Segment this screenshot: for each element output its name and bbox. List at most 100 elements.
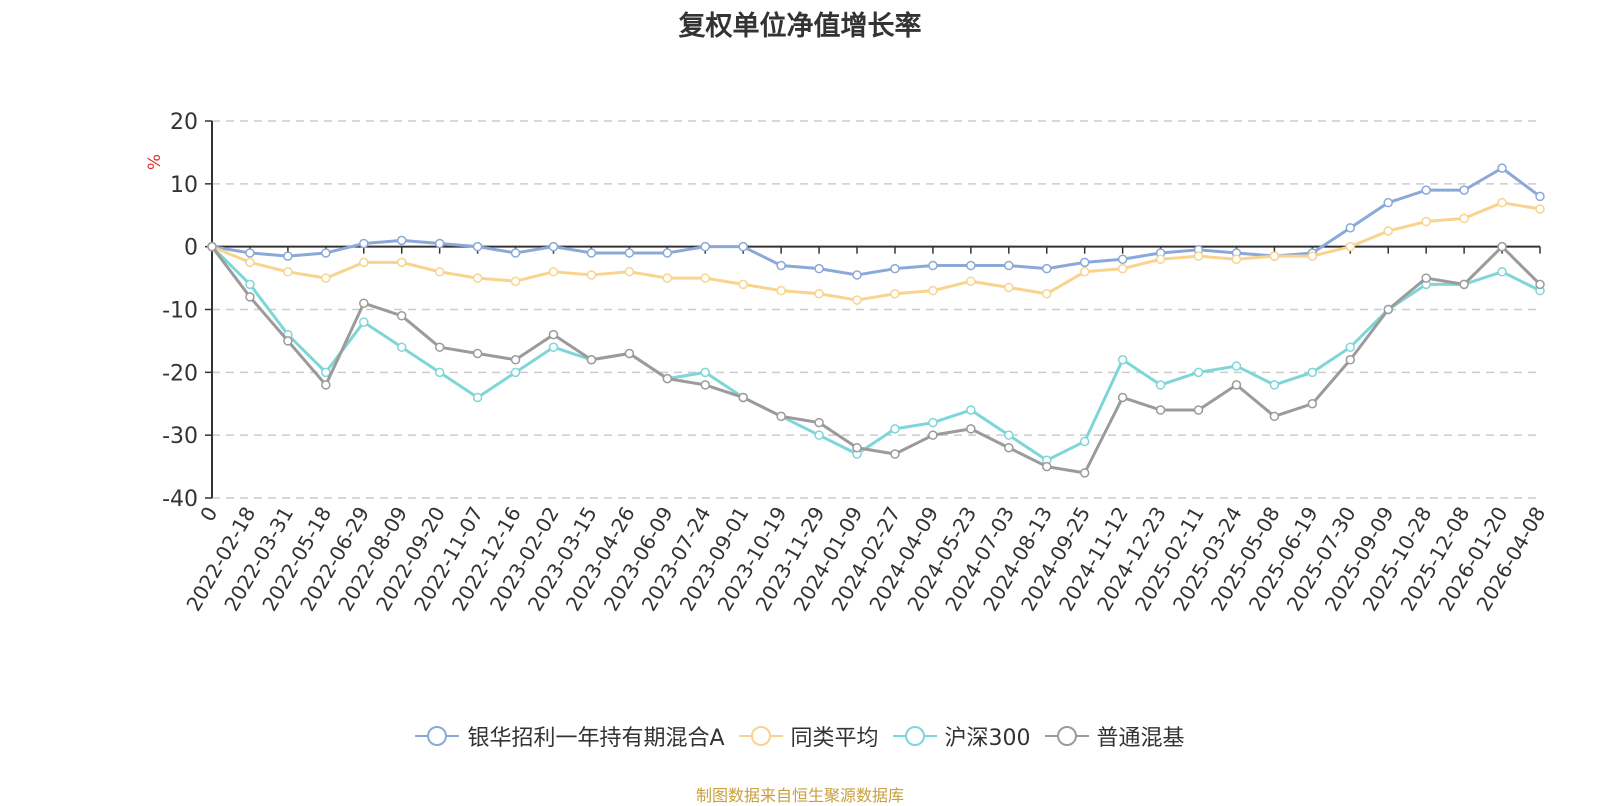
legend-item[interactable]: 同类平均 <box>738 720 879 752</box>
data-point <box>1383 226 1393 236</box>
data-point <box>548 329 559 340</box>
data-point <box>1231 361 1242 371</box>
data-point <box>1117 254 1128 264</box>
data-point <box>396 235 407 246</box>
data-point <box>321 273 331 283</box>
data-point <box>1041 461 1052 472</box>
data-point <box>1497 163 1507 173</box>
legend-item[interactable]: 沪深300 <box>892 720 1031 752</box>
legend-line-circle-icon <box>892 726 937 746</box>
data-point <box>1117 392 1128 403</box>
legend-label: 普通混基 <box>1096 726 1185 751</box>
data-point <box>814 430 824 440</box>
data-point <box>548 241 559 252</box>
y-tick-label: -20 <box>162 361 198 386</box>
data-point <box>852 442 862 453</box>
data-point <box>359 317 369 327</box>
data-point <box>1004 260 1014 271</box>
data-point <box>245 257 255 268</box>
data-point <box>283 251 293 261</box>
data-point <box>890 449 900 459</box>
y-tick-label: 20 <box>170 110 198 135</box>
data-point <box>321 380 331 390</box>
data-point <box>510 276 521 286</box>
data-point <box>321 248 331 258</box>
data-point <box>814 263 824 274</box>
data-point <box>738 392 748 403</box>
data-point <box>1345 241 1356 252</box>
data-point <box>245 248 255 258</box>
data-point <box>700 241 711 252</box>
data-point <box>1421 216 1431 227</box>
data-point <box>1193 251 1204 261</box>
y-tick-label: -40 <box>162 487 198 512</box>
data-point <box>1117 263 1128 274</box>
series-1 <box>207 197 1545 305</box>
data-point <box>928 285 938 296</box>
data-point <box>586 270 597 280</box>
data-point <box>1269 251 1280 261</box>
data-point <box>359 238 369 249</box>
data-point <box>928 260 938 271</box>
series-line <box>211 201 1541 302</box>
data-point <box>1535 279 1545 290</box>
data-point <box>396 311 407 321</box>
data-point <box>1383 304 1393 315</box>
data-point <box>1497 241 1507 252</box>
series-lines <box>207 163 1545 478</box>
data-point <box>1231 380 1242 390</box>
data-point <box>890 289 900 299</box>
source-note: 制图数据来自恒生聚源数据库 <box>695 786 904 805</box>
data-point <box>1459 213 1469 224</box>
data-point <box>1079 267 1090 277</box>
data-point <box>548 267 559 277</box>
legend-item[interactable]: 普通混基 <box>1044 720 1185 752</box>
y-tick-label: -10 <box>162 299 198 324</box>
data-point <box>359 257 369 268</box>
data-point <box>890 263 900 274</box>
data-point <box>586 355 597 365</box>
legend-line-circle-icon <box>1044 726 1089 746</box>
grid-lines <box>212 120 1540 499</box>
data-point <box>966 260 976 271</box>
data-point <box>890 424 900 434</box>
data-point <box>1269 411 1280 422</box>
data-point <box>1345 355 1356 365</box>
data-point <box>1079 436 1090 447</box>
series-line <box>210 245 1541 462</box>
data-point <box>283 336 293 346</box>
data-point <box>662 273 673 283</box>
data-point <box>776 285 786 296</box>
data-point <box>510 355 521 365</box>
data-point <box>472 241 483 252</box>
data-point <box>814 417 824 428</box>
data-point <box>1004 430 1014 440</box>
data-point <box>434 367 445 378</box>
data-point <box>1459 185 1469 195</box>
data-point <box>1004 282 1014 293</box>
legend-line-circle-icon <box>415 726 460 746</box>
data-point <box>966 405 976 415</box>
y-axis-label: % <box>145 154 165 170</box>
data-point <box>1345 342 1356 352</box>
legend-item[interactable]: 银华招利一年持有期混合A <box>415 720 725 752</box>
data-point <box>1041 289 1052 299</box>
data-point <box>928 417 938 428</box>
data-point <box>928 430 938 440</box>
data-point <box>434 238 445 249</box>
x-tick-labels: 02022-02-182022-03-312022-05-182022-06-2… <box>181 502 1550 615</box>
data-point <box>283 267 293 277</box>
legend-label: 银华招利一年持有期混合A <box>467 726 725 751</box>
series-line <box>210 245 1542 475</box>
data-point <box>1345 223 1356 233</box>
legend: 银华招利一年持有期混合A 同类平均 沪深300 普通混基 <box>0 720 1600 752</box>
data-point <box>586 248 597 258</box>
x-tick-label: 0 <box>195 503 222 526</box>
chart-title: 复权单位净值增长率 <box>678 11 922 42</box>
series-line <box>211 166 1541 277</box>
data-point <box>966 424 976 434</box>
data-point <box>396 257 407 268</box>
data-point <box>738 241 748 252</box>
axes <box>205 120 1541 499</box>
data-point <box>700 367 711 378</box>
